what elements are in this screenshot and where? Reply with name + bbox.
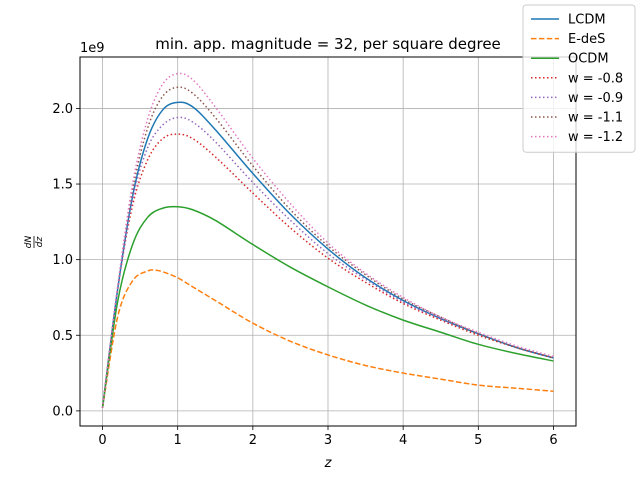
legend-label: OCDM bbox=[568, 52, 609, 67]
y-tick-label: 0.0 bbox=[52, 404, 73, 419]
x-tick-label: 2 bbox=[249, 433, 257, 448]
chart-title: min. app. magnitude = 32, per square deg… bbox=[155, 35, 501, 53]
y-axis-label-denominator: dz bbox=[35, 237, 45, 248]
series-layer bbox=[101, 72, 554, 408]
y-tick-label: 1.0 bbox=[52, 253, 73, 268]
x-tick-label: 5 bbox=[474, 433, 482, 448]
x-tick-label: 1 bbox=[174, 433, 182, 448]
y-axis-label-numerator: dN bbox=[24, 236, 34, 249]
legend-label: w = -1.1 bbox=[568, 111, 623, 126]
series-line-w-0-9 bbox=[101, 116, 554, 408]
series-line-ocdm bbox=[101, 205, 554, 408]
x-tick-label: 4 bbox=[399, 433, 407, 448]
y-tick-label: 1.5 bbox=[52, 178, 73, 193]
x-axis-label: z bbox=[324, 456, 333, 471]
series-line-w-0-8 bbox=[101, 133, 554, 408]
series-line-e-des bbox=[101, 269, 554, 408]
y-tick-label: 0.5 bbox=[52, 329, 73, 344]
x-tick-label: 3 bbox=[324, 433, 332, 448]
y-offset-label: 1e9 bbox=[80, 41, 105, 56]
legend: LCDM E-deS OCDM w = -0.8 w = -0.9 w = -1.1 w =… bbox=[522, 4, 636, 153]
y-axis-label: dN dz bbox=[24, 236, 45, 249]
legend-label: w = -1.2 bbox=[568, 130, 623, 145]
ticks: 0 1 2 3 4 5 6 0.0 0.5 1.0 1.5 2.0 bbox=[52, 102, 557, 448]
series-line-w-1-2 bbox=[101, 72, 554, 408]
legend-box bbox=[522, 4, 636, 153]
legend-label: LCDM bbox=[568, 13, 606, 28]
legend-label: E-deS bbox=[568, 32, 605, 47]
y-tick-label: 2.0 bbox=[52, 102, 73, 117]
series-line-w-1-1 bbox=[101, 86, 554, 408]
legend-label: w = -0.9 bbox=[568, 91, 623, 106]
x-tick-label: 0 bbox=[98, 433, 106, 448]
grid bbox=[80, 57, 576, 426]
legend-label: w = -0.8 bbox=[568, 71, 623, 86]
x-tick-label: 6 bbox=[549, 433, 557, 448]
